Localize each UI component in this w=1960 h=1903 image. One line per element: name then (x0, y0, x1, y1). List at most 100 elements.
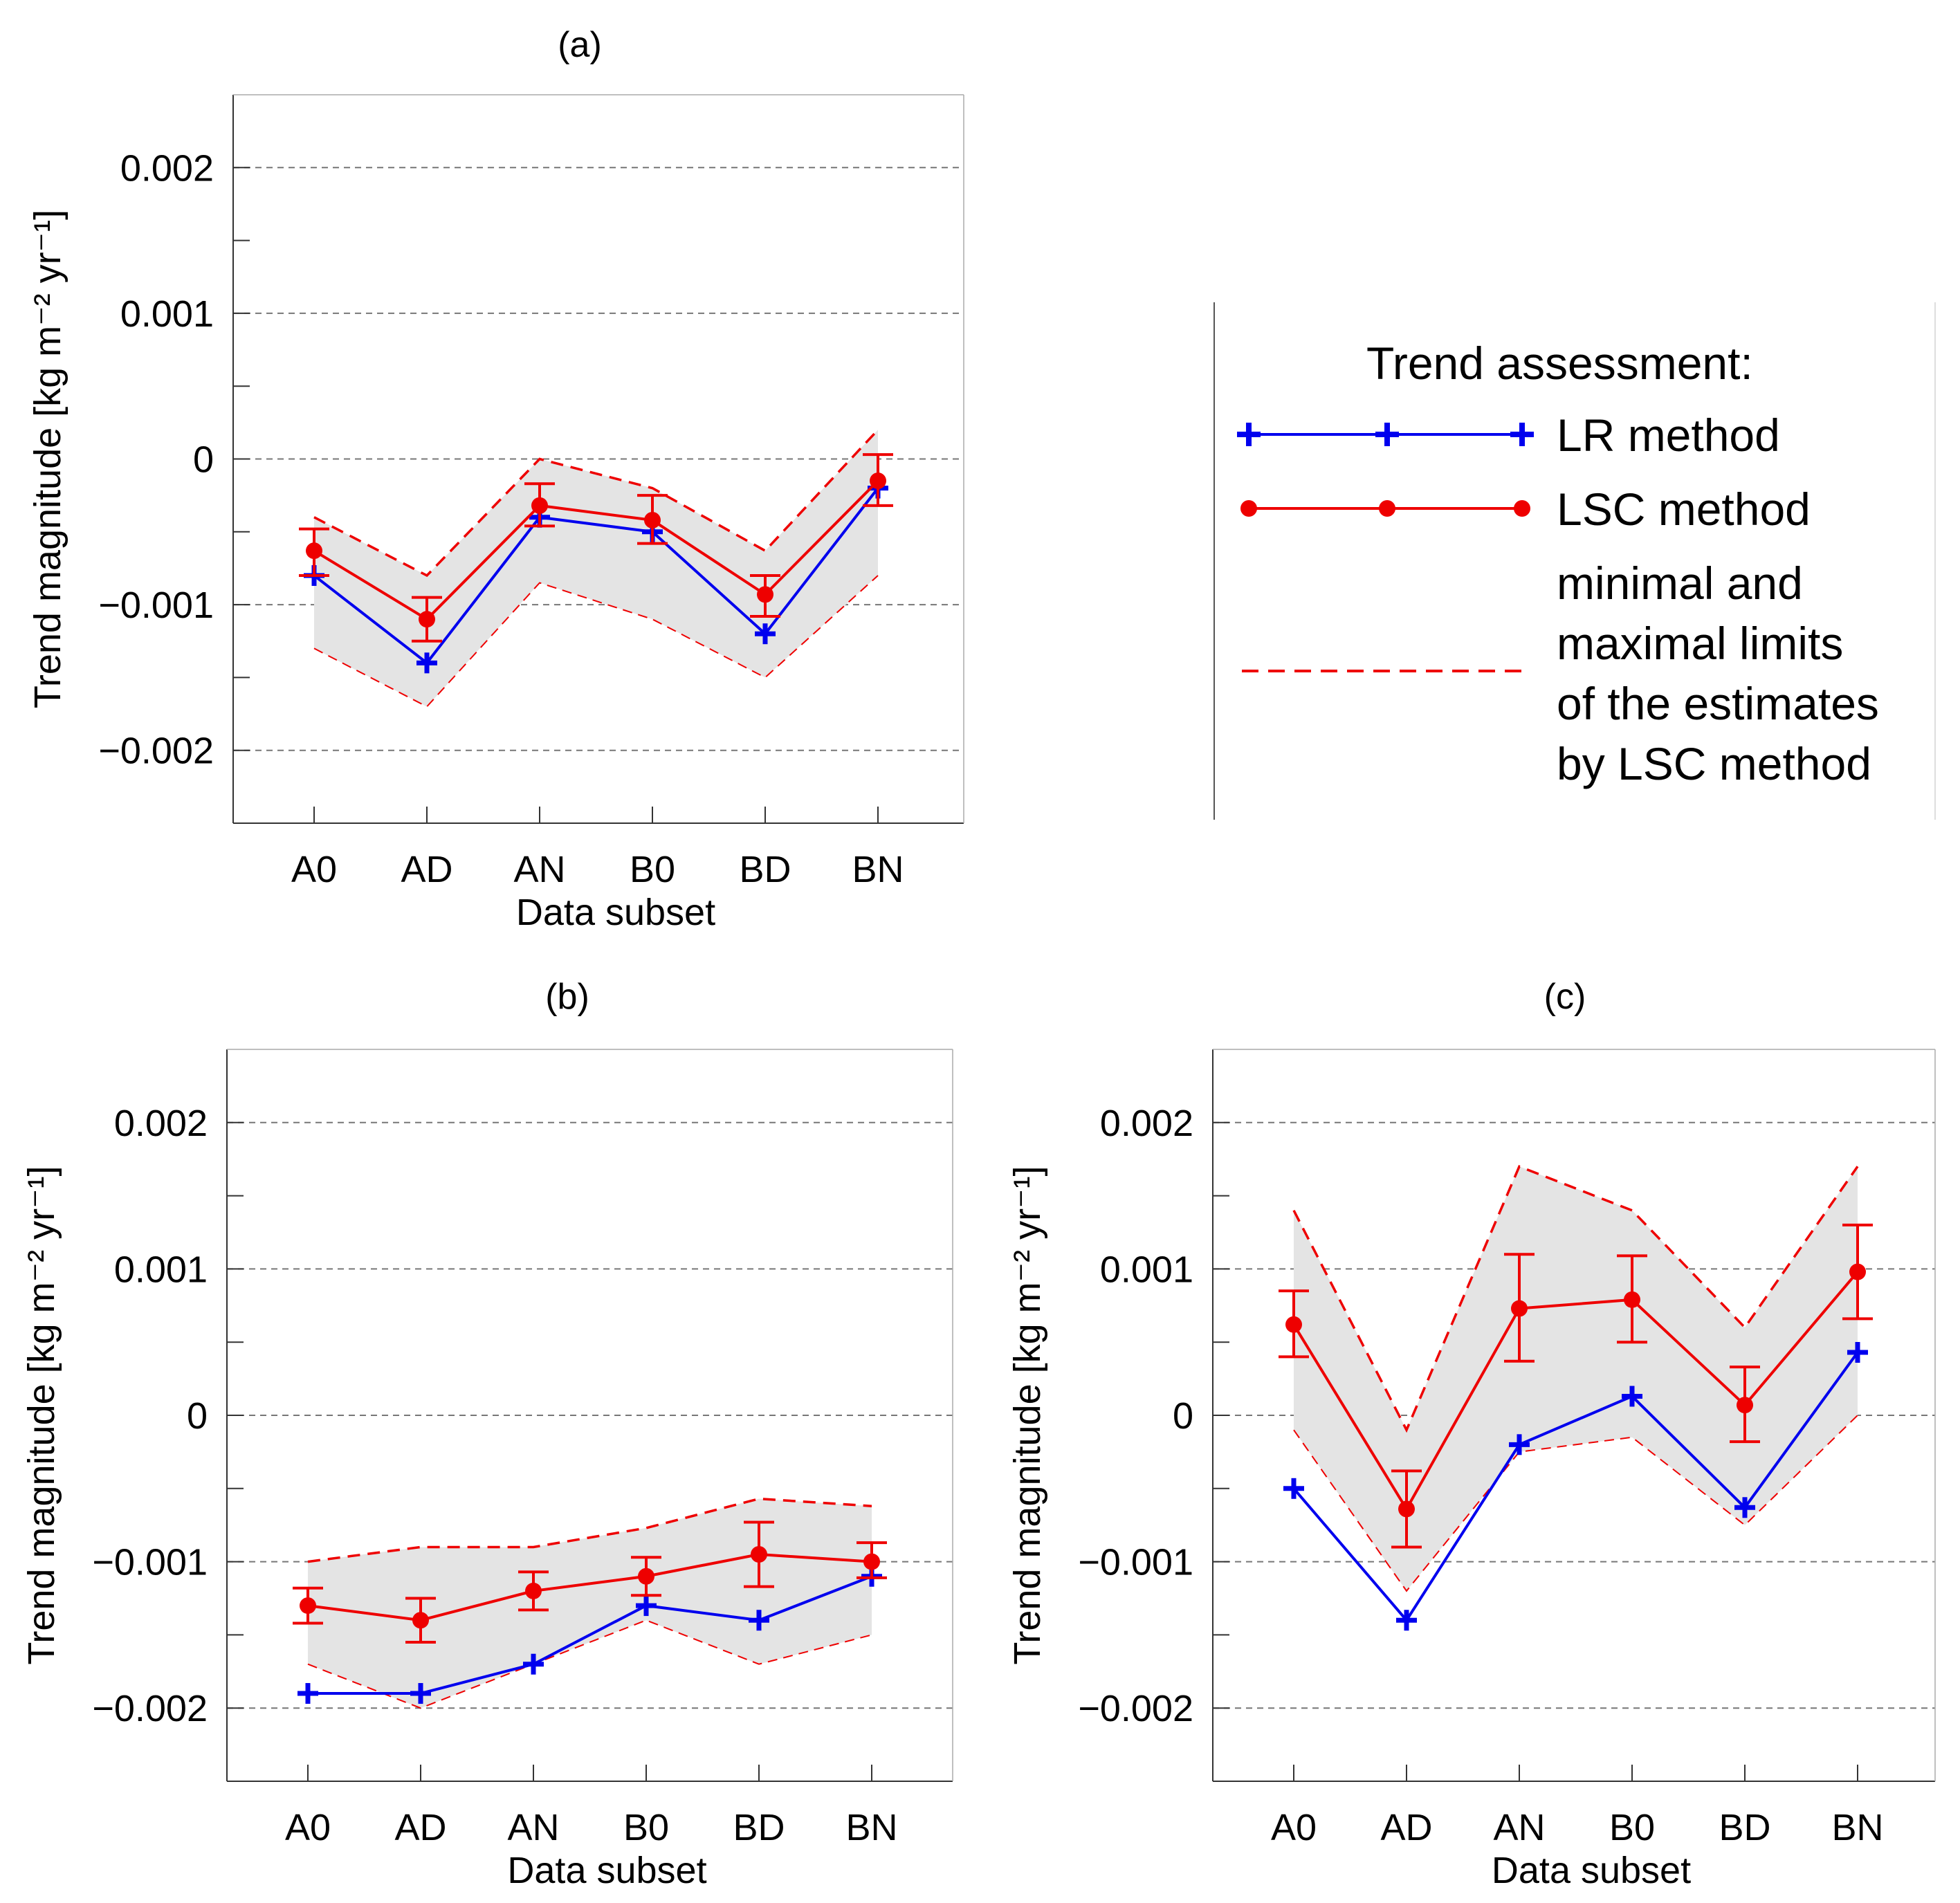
lr-series-line (313, 487, 879, 665)
lsc-point (300, 1597, 316, 1615)
lsc-point (1624, 1291, 1640, 1308)
legend-limits-label-2: maximal limits (1557, 618, 1843, 669)
panel-title: (c) (1544, 977, 1586, 1017)
legend-lr-marker (1510, 423, 1534, 446)
legend-limits-label-1: minimal and (1557, 558, 1803, 609)
panel-title: (a) (558, 25, 602, 65)
lsc-point (1737, 1397, 1753, 1414)
x-axis-label: Data subset (1492, 1850, 1691, 1891)
x-tick-label: B0 (630, 849, 675, 890)
legend-lsc-marker (1240, 500, 1257, 517)
lsc-point (1398, 1500, 1415, 1518)
lsc-series-line (307, 1553, 872, 1622)
lr-point (1509, 1434, 1530, 1455)
y-tick-label: 0.001 (114, 1249, 208, 1290)
x-tick-label: A0 (291, 849, 337, 890)
legend-lsc-label: LSC method (1557, 484, 1811, 535)
lsc-point (751, 1546, 767, 1563)
y-axis-label: Trend magnitude [kg m⁻² yr⁻¹] (1007, 1166, 1048, 1664)
legend-limits-label-3: of the estimates (1557, 678, 1879, 729)
x-tick-label: BN (852, 849, 904, 890)
lsc-series-line (1292, 1271, 1859, 1512)
lr-point (416, 652, 437, 674)
x-tick-label: AD (394, 1807, 446, 1848)
lsc-point (644, 511, 661, 528)
y-tick-label: 0 (193, 439, 214, 481)
lr-point (1622, 1386, 1642, 1407)
lsc-point (1849, 1263, 1866, 1280)
y-tick-label: −0.001 (98, 585, 214, 626)
x-tick-label: AD (1380, 1807, 1432, 1848)
x-tick-label: AN (513, 849, 565, 890)
max-limit-line (313, 429, 879, 578)
limits-band (314, 430, 878, 707)
y-axis-label: Trend magnitude [kg m⁻² yr⁻¹] (21, 1166, 62, 1664)
legend-lsc-marker (1379, 500, 1395, 517)
y-tick-label: 0.001 (1100, 1249, 1193, 1290)
legend-title: Trend assessment: (1366, 338, 1753, 389)
y-tick-label: −0.002 (1078, 1688, 1193, 1729)
lr-point (1734, 1497, 1755, 1518)
y-tick-label: −0.002 (98, 730, 214, 772)
lr-point (636, 1595, 657, 1617)
legend-lr-marker (1375, 423, 1399, 446)
y-axis-label: Trend magnitude [kg m⁻² yr⁻¹] (27, 210, 68, 708)
max-limit-line (1292, 1165, 1859, 1433)
panel-c: −0.002 −0.001 0 0.001 0.002 A0 AD AN B0 BD BN Data … (1007, 977, 1936, 1891)
y-tick-label: 0.002 (120, 147, 214, 189)
y-tick-label: 0.001 (120, 293, 214, 335)
lr-point (1847, 1342, 1868, 1363)
legend-limits-label-4: by LSC method (1557, 738, 1871, 789)
lsc-point (306, 542, 322, 560)
lsc-point (863, 1553, 880, 1570)
legend-lr-label: LR method (1557, 410, 1780, 461)
lr-point (749, 1610, 769, 1631)
lr-point (523, 1653, 544, 1675)
panel-title: (b) (545, 977, 589, 1017)
max-limit-line (307, 1497, 872, 1563)
panel-a: −0.002 −0.001 0 0.001 0.002 A0 AD AN B0 BD BN Data … (27, 25, 964, 933)
x-tick-label: BN (1831, 1807, 1883, 1848)
x-tick-label: B0 (1609, 1807, 1655, 1848)
x-axis-label: Data subset (507, 1850, 706, 1891)
limits-band (308, 1498, 872, 1709)
x-tick-label: BN (845, 1807, 897, 1848)
lsc-point (1285, 1316, 1302, 1333)
legend-lsc-marker (1514, 500, 1530, 517)
x-tick-label: BD (733, 1807, 785, 1848)
x-tick-label: B0 (623, 1807, 669, 1848)
x-tick-label: BD (1719, 1807, 1770, 1848)
panel-b: −0.002 −0.001 0 0.001 0.002 A0 AD AN B0 BD BN Data … (21, 977, 953, 1891)
min-limit-line (1293, 1415, 1858, 1592)
x-tick-label: A0 (285, 1807, 331, 1848)
lsc-point (419, 611, 435, 628)
lr-point (410, 1683, 431, 1704)
legend-lr-sample (1237, 423, 1534, 446)
y-tick-label: 0 (1173, 1395, 1193, 1437)
lr-point (1396, 1610, 1417, 1631)
x-tick-label: AD (401, 849, 452, 890)
legend-lsc-sample (1240, 500, 1530, 517)
lsc-point (757, 586, 773, 603)
y-tick-label: −0.001 (1078, 1542, 1193, 1583)
x-tick-label: AN (507, 1807, 559, 1848)
x-tick-label: AN (1493, 1807, 1545, 1848)
lsc-point (638, 1568, 654, 1585)
lr-series-line (1292, 1351, 1859, 1623)
lr-point (297, 1683, 318, 1704)
x-axis-label: Data subset (516, 892, 715, 933)
lsc-series-line (313, 479, 879, 621)
min-limit-line (307, 1619, 872, 1709)
limits-band (1294, 1166, 1858, 1591)
min-limit-line (313, 575, 879, 708)
lsc-point (531, 497, 548, 514)
lsc-point (1511, 1300, 1528, 1317)
x-tick-label: A0 (1271, 1807, 1317, 1848)
y-tick-label: 0.002 (1100, 1103, 1193, 1144)
lsc-point (870, 472, 886, 490)
y-tick-label: −0.002 (92, 1688, 208, 1729)
lsc-point (525, 1582, 542, 1599)
legend: Trend assessment: LR method LSC method m… (1213, 302, 1936, 820)
lsc-point (412, 1612, 429, 1629)
